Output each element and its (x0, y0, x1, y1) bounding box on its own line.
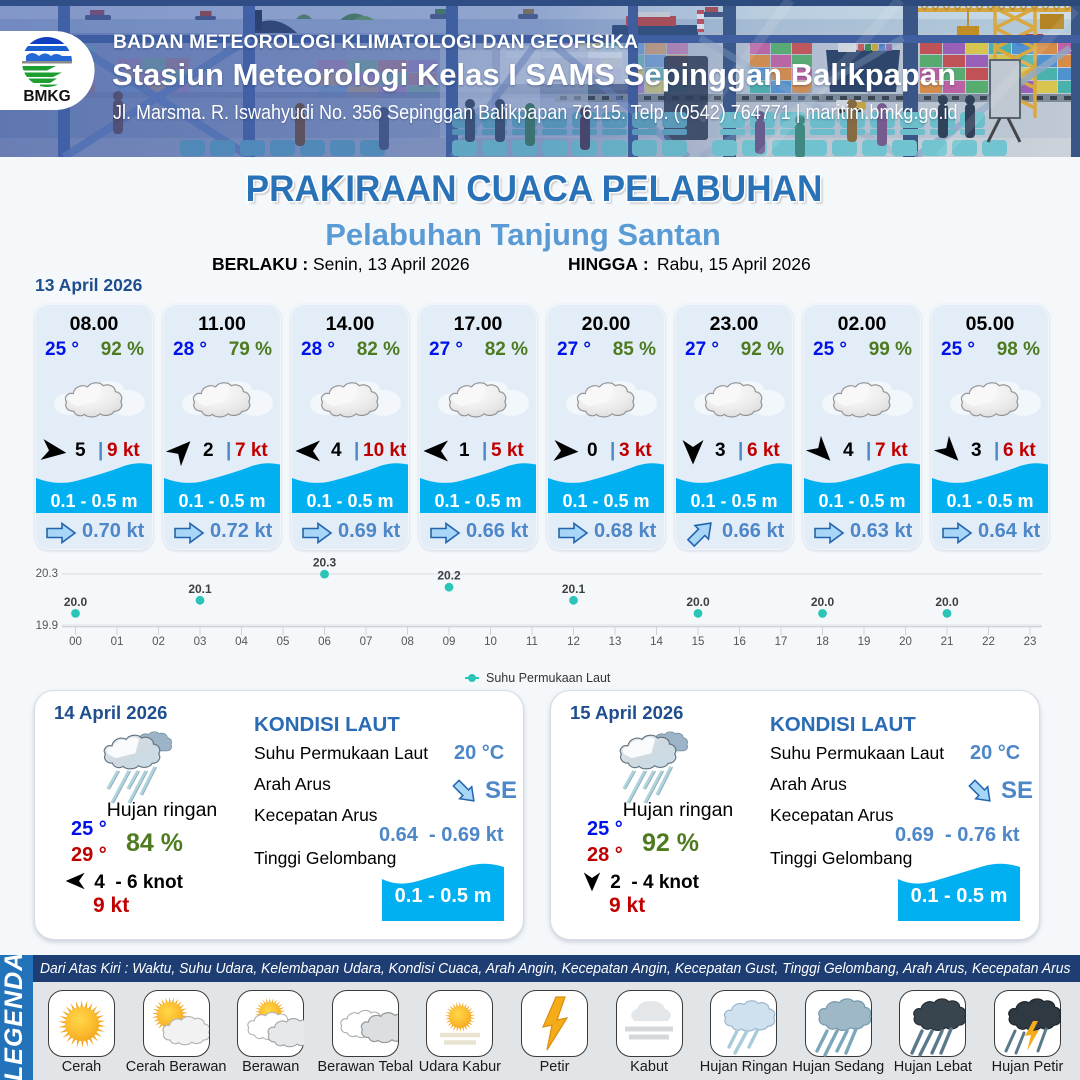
svg-text:14: 14 (650, 636, 663, 648)
svg-text:20.1: 20.1 (188, 582, 212, 596)
svg-text:20.1: 20.1 (562, 582, 586, 596)
svg-text:16: 16 (733, 636, 746, 648)
svg-text:01: 01 (111, 636, 124, 648)
svg-text:07: 07 (360, 636, 373, 648)
svg-text:Suhu Permukaan Laut: Suhu Permukaan Laut (486, 671, 611, 685)
svg-text:22: 22 (982, 636, 995, 648)
svg-text:20.0: 20.0 (811, 595, 835, 609)
svg-text:20.3: 20.3 (36, 568, 58, 580)
svg-text:05: 05 (277, 636, 290, 648)
svg-text:21: 21 (941, 636, 954, 648)
svg-text:11: 11 (526, 636, 538, 648)
svg-text:20.0: 20.0 (686, 595, 710, 609)
svg-text:06: 06 (318, 636, 331, 648)
svg-text:18: 18 (816, 636, 829, 648)
svg-text:19.9: 19.9 (36, 620, 58, 632)
svg-text:12: 12 (567, 636, 580, 648)
svg-text:20.0: 20.0 (935, 595, 959, 609)
svg-text:20.2: 20.2 (437, 569, 461, 583)
svg-text:00: 00 (69, 636, 82, 648)
svg-text:19: 19 (858, 636, 871, 648)
svg-text:20: 20 (899, 636, 912, 648)
svg-text:09: 09 (443, 636, 456, 648)
svg-text:13: 13 (609, 636, 622, 648)
svg-text:08: 08 (401, 636, 414, 648)
svg-text:20.3: 20.3 (313, 556, 337, 570)
svg-text:10: 10 (484, 636, 497, 648)
svg-text:04: 04 (235, 636, 248, 648)
svg-text:BMKG: BMKG (23, 88, 70, 105)
svg-text:03: 03 (194, 636, 207, 648)
svg-text:15: 15 (692, 636, 705, 648)
svg-text:20.0: 20.0 (64, 595, 88, 609)
svg-text:23: 23 (1024, 636, 1037, 648)
svg-text:02: 02 (152, 636, 165, 648)
svg-text:17: 17 (775, 636, 788, 648)
